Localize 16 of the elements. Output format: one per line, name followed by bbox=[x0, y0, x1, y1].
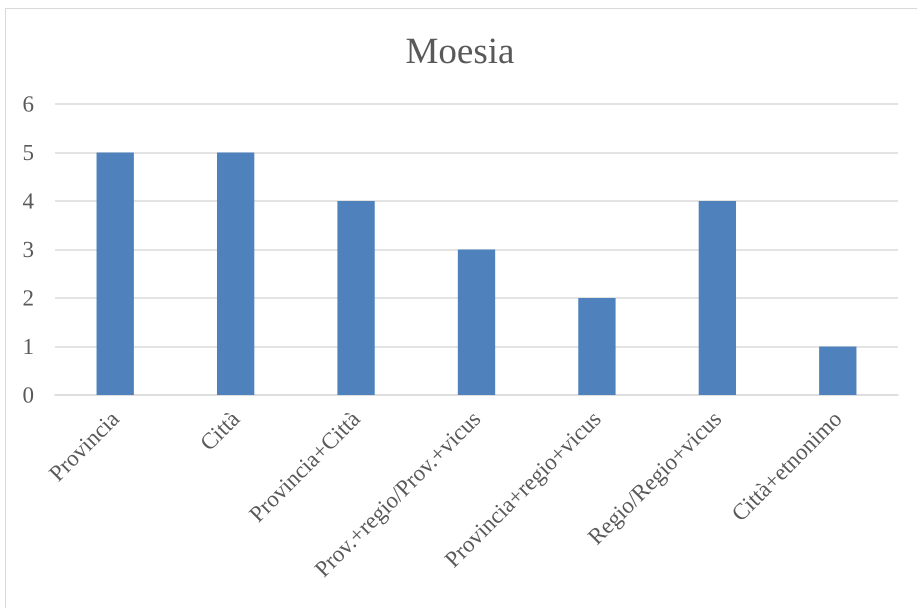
y-tick-label: 3 bbox=[22, 237, 34, 262]
y-tick-label: 2 bbox=[22, 286, 34, 310]
y-tick-label: 6 bbox=[22, 92, 34, 116]
y-tick-label: 5 bbox=[22, 140, 34, 165]
bar bbox=[819, 346, 856, 395]
y-tick-label: 4 bbox=[22, 188, 34, 214]
x-tick-label: Città bbox=[195, 406, 244, 456]
chart-title: Moesia bbox=[406, 31, 514, 72]
y-tick-label: 0 bbox=[22, 382, 34, 408]
bar bbox=[698, 201, 736, 395]
bar bbox=[578, 298, 616, 395]
y-tick-label: 1 bbox=[22, 334, 34, 359]
bar bbox=[458, 250, 496, 395]
bar bbox=[96, 152, 134, 395]
bar bbox=[216, 152, 254, 395]
bar bbox=[337, 201, 375, 395]
